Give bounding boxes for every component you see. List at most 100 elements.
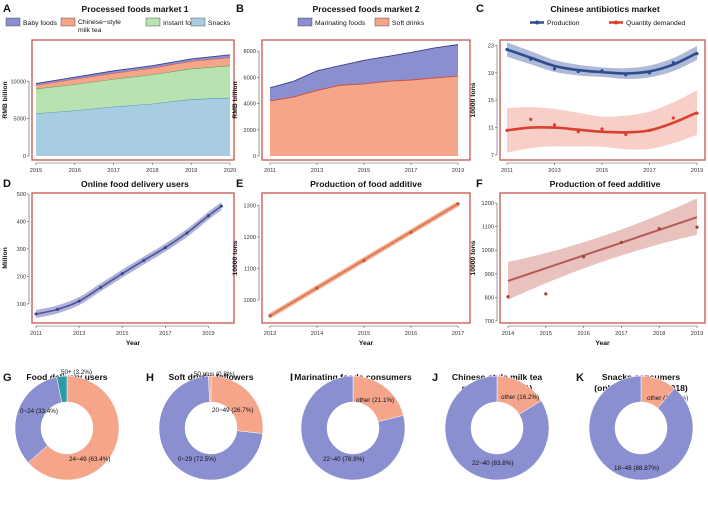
data-point — [671, 116, 675, 120]
data-point — [56, 307, 60, 311]
panel-label: J — [432, 372, 438, 384]
x-tick-label: 2011 — [30, 331, 42, 337]
x-tick-label: 2013 — [311, 168, 323, 174]
x-tick-label: 2019 — [691, 331, 703, 337]
slice-label: 0~24 (33.4%) — [20, 408, 58, 415]
x-tick-label: 2018 — [146, 168, 158, 174]
pie-slice — [444, 375, 550, 481]
legend-label: Quantity demanded — [626, 20, 686, 27]
y-axis-title: Million — [2, 247, 9, 269]
x-tick-label: 2013 — [264, 331, 276, 337]
x-axis-title: Year — [359, 340, 374, 347]
data-point — [671, 60, 675, 65]
x-tick-label: 2014 — [311, 331, 323, 337]
data-point — [657, 226, 661, 231]
data-point — [647, 71, 652, 75]
x-tick-label: 2017 — [643, 168, 655, 174]
y-tick-label: 6000 — [244, 75, 256, 81]
chart-title: Processed foods market 1 — [82, 4, 189, 14]
data-point — [576, 130, 580, 134]
data-point — [576, 69, 580, 74]
data-point — [600, 69, 604, 73]
y-tick-label: 10000 — [10, 79, 26, 85]
plot-frame — [31, 39, 235, 161]
data-point — [77, 299, 81, 303]
confidence-band — [507, 90, 697, 153]
data-point — [268, 314, 272, 318]
y-tick-label: 0 — [23, 154, 26, 160]
y-tick-label: 300 — [17, 247, 26, 253]
x-tick-label: 2019 — [185, 168, 197, 174]
y-tick-label: 1000 — [482, 248, 494, 254]
panel-label: D — [3, 178, 11, 190]
data-point — [99, 285, 103, 289]
x-tick-label: 2017 — [107, 168, 119, 174]
y-tick-label: 700 — [485, 319, 494, 325]
data-point — [362, 259, 366, 263]
y-tick-label: 2000 — [244, 128, 256, 134]
x-tick-label: 2016 — [69, 168, 81, 174]
pie-slice — [14, 376, 63, 463]
panel-label: H — [146, 372, 154, 384]
data-point — [695, 52, 699, 56]
data-point — [544, 292, 548, 296]
legend-label: Instant foods — [163, 20, 203, 27]
chart-title: Online food delivery users — [81, 179, 189, 189]
area-series — [36, 97, 230, 156]
x-tick-label: 2015 — [596, 168, 608, 174]
trend-line — [507, 216, 698, 282]
data-point — [409, 230, 413, 234]
y-tick-label: 7 — [491, 153, 494, 159]
x-tick-label: 2017 — [159, 331, 171, 337]
slice-label: 0~29 (72.5%) — [178, 456, 216, 463]
plot-frame — [499, 39, 706, 161]
y-axis-title: 10000 tons — [470, 82, 477, 117]
plot-frame — [499, 192, 706, 324]
slice-label: 20~49 (26.7%) — [212, 407, 253, 414]
y-tick-label: 1200 — [244, 235, 256, 241]
x-tick-label: 2020 — [224, 168, 236, 174]
x-tick-label: 2011 — [501, 168, 513, 174]
x-tick-label: 2016 — [577, 331, 589, 337]
series-line — [35, 205, 222, 315]
y-tick-label: 800 — [485, 295, 494, 301]
plot-frame — [261, 39, 471, 161]
x-tick-label: 2019 — [452, 168, 464, 174]
data-point — [142, 258, 146, 262]
legend-swatch — [297, 17, 313, 27]
legend-label: Soft drinks — [392, 20, 425, 27]
data-point — [120, 272, 124, 276]
area-series — [36, 65, 230, 114]
pie-slice — [27, 375, 120, 481]
area-series-soft-drinks — [270, 76, 458, 156]
panel-label: G — [3, 372, 12, 384]
data-point — [315, 286, 319, 290]
y-tick-label: 0 — [253, 154, 256, 160]
y-tick-label: 11 — [488, 126, 494, 132]
area-series — [36, 54, 230, 86]
x-tick-label: 2015 — [358, 168, 370, 174]
data-point — [529, 117, 533, 121]
data-point — [619, 240, 624, 245]
x-tick-label: 2019 — [691, 168, 703, 174]
panel-label: K — [576, 372, 584, 384]
y-tick-label: 19 — [488, 71, 494, 77]
legend-swatch — [145, 17, 161, 27]
x-tick-label: 2011 — [264, 168, 276, 174]
y-axis-title: RMB billion — [232, 81, 239, 118]
data-point — [529, 57, 533, 61]
slice-label: 22~40 (78.9%) — [323, 456, 364, 463]
y-tick-label: 1300 — [244, 203, 256, 209]
area-edge-line — [269, 75, 459, 102]
data-point — [624, 132, 628, 137]
data-point — [552, 123, 557, 127]
y-tick-label: 4000 — [244, 102, 256, 108]
slice-label: 50+ (3.2%) — [61, 369, 92, 376]
pie-slice — [210, 375, 264, 434]
legend-label: Marinating foods — [315, 20, 366, 27]
area-series-marinating-foods — [270, 44, 458, 101]
x-tick-label: 2019 — [202, 331, 214, 337]
chart-title: Production of feed additive — [550, 179, 661, 189]
x-axis-title: Year — [126, 340, 141, 347]
